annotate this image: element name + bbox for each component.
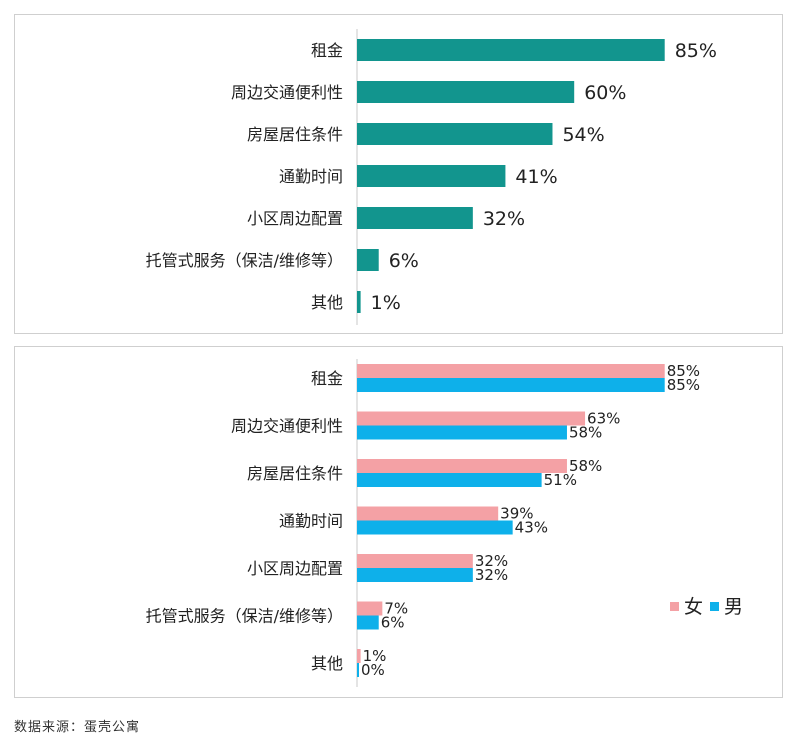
bar	[357, 165, 506, 187]
bar-female	[357, 364, 665, 378]
category-label: 房屋居住条件	[247, 125, 343, 144]
bar-female	[357, 554, 473, 568]
category-label: 租金	[311, 369, 343, 388]
category-label: 通勤时间	[279, 167, 343, 186]
overall-chart: 租金 85% 周边交通便利性 60% 房屋居住条件 54% 通勤时间 41% 小区周边配置 32%…	[146, 29, 717, 325]
bar	[357, 249, 379, 271]
data-source-note: 数据来源：蛋壳公寓	[14, 720, 141, 735]
bar-male	[357, 568, 473, 582]
overall-chart-panel: 租金 85% 周边交通便利性 60% 房屋居住条件 54% 通勤时间 41% 小区周边配置 32%…	[14, 14, 783, 334]
data-label: 0%	[361, 661, 385, 679]
legend-swatch-male	[710, 602, 719, 611]
data-label: 85%	[667, 376, 700, 394]
bar	[357, 81, 575, 103]
data-label: 85%	[667, 362, 700, 380]
bar	[357, 291, 361, 313]
data-label: 58%	[569, 424, 602, 442]
bar-male	[357, 425, 567, 440]
data-label: 54%	[562, 124, 604, 146]
data-label: 51%	[544, 471, 577, 489]
data-label: 6%	[389, 250, 419, 272]
gender-chart-panel: 租金 85% 85% 周边交通便利性 63% 58% 房屋居住条件 58% 51% 通勤时间 39%…	[14, 346, 783, 698]
gender-chart: 租金 85%85%周边交通便利性 63%58%房屋居住条件 58%51%通勤时间 39%…	[146, 359, 743, 687]
data-label: 32%	[475, 566, 508, 584]
category-label: 通勤时间	[279, 512, 343, 531]
bar-female	[357, 601, 383, 616]
category-label: 托管式服务（保洁/维修等）	[146, 607, 343, 626]
bar-male	[357, 663, 359, 677]
bar	[357, 39, 665, 61]
category-label: 房屋居住条件	[247, 464, 343, 483]
data-label: 32%	[483, 208, 525, 230]
legend-label-male: 男	[724, 596, 743, 618]
data-label: 1%	[371, 292, 401, 314]
bar-male	[357, 378, 665, 392]
data-label: 6%	[381, 614, 405, 632]
category-label: 小区周边配置	[247, 559, 343, 578]
bar-male	[357, 520, 513, 535]
legend-swatch-female	[670, 602, 679, 611]
data-label: 32%	[475, 552, 508, 570]
data-label: 39%	[500, 505, 533, 523]
bar-female	[357, 459, 567, 473]
data-label: 58%	[569, 457, 602, 475]
bar	[357, 207, 473, 229]
category-label: 托管式服务（保洁/维修等）	[146, 251, 343, 270]
data-label: 43%	[515, 519, 548, 537]
data-label: 7%	[384, 600, 408, 618]
category-label: 租金	[311, 41, 343, 60]
category-label: 其他	[311, 654, 343, 673]
category-label: 周边交通便利性	[231, 83, 343, 102]
data-label: 85%	[675, 40, 717, 62]
legend-label-female: 女	[684, 596, 703, 618]
category-label: 小区周边配置	[247, 209, 343, 228]
data-label: 1%	[363, 647, 387, 665]
category-label: 周边交通便利性	[231, 417, 343, 436]
bar-female	[357, 649, 361, 663]
category-label: 其他	[311, 293, 343, 312]
data-label: 60%	[584, 82, 626, 104]
bar-female	[357, 506, 499, 521]
data-label: 41%	[515, 166, 557, 188]
bar	[357, 123, 553, 145]
data-label: 63%	[587, 410, 620, 428]
bar-male	[357, 615, 379, 630]
bar-female	[357, 411, 586, 426]
bar-male	[357, 473, 542, 487]
